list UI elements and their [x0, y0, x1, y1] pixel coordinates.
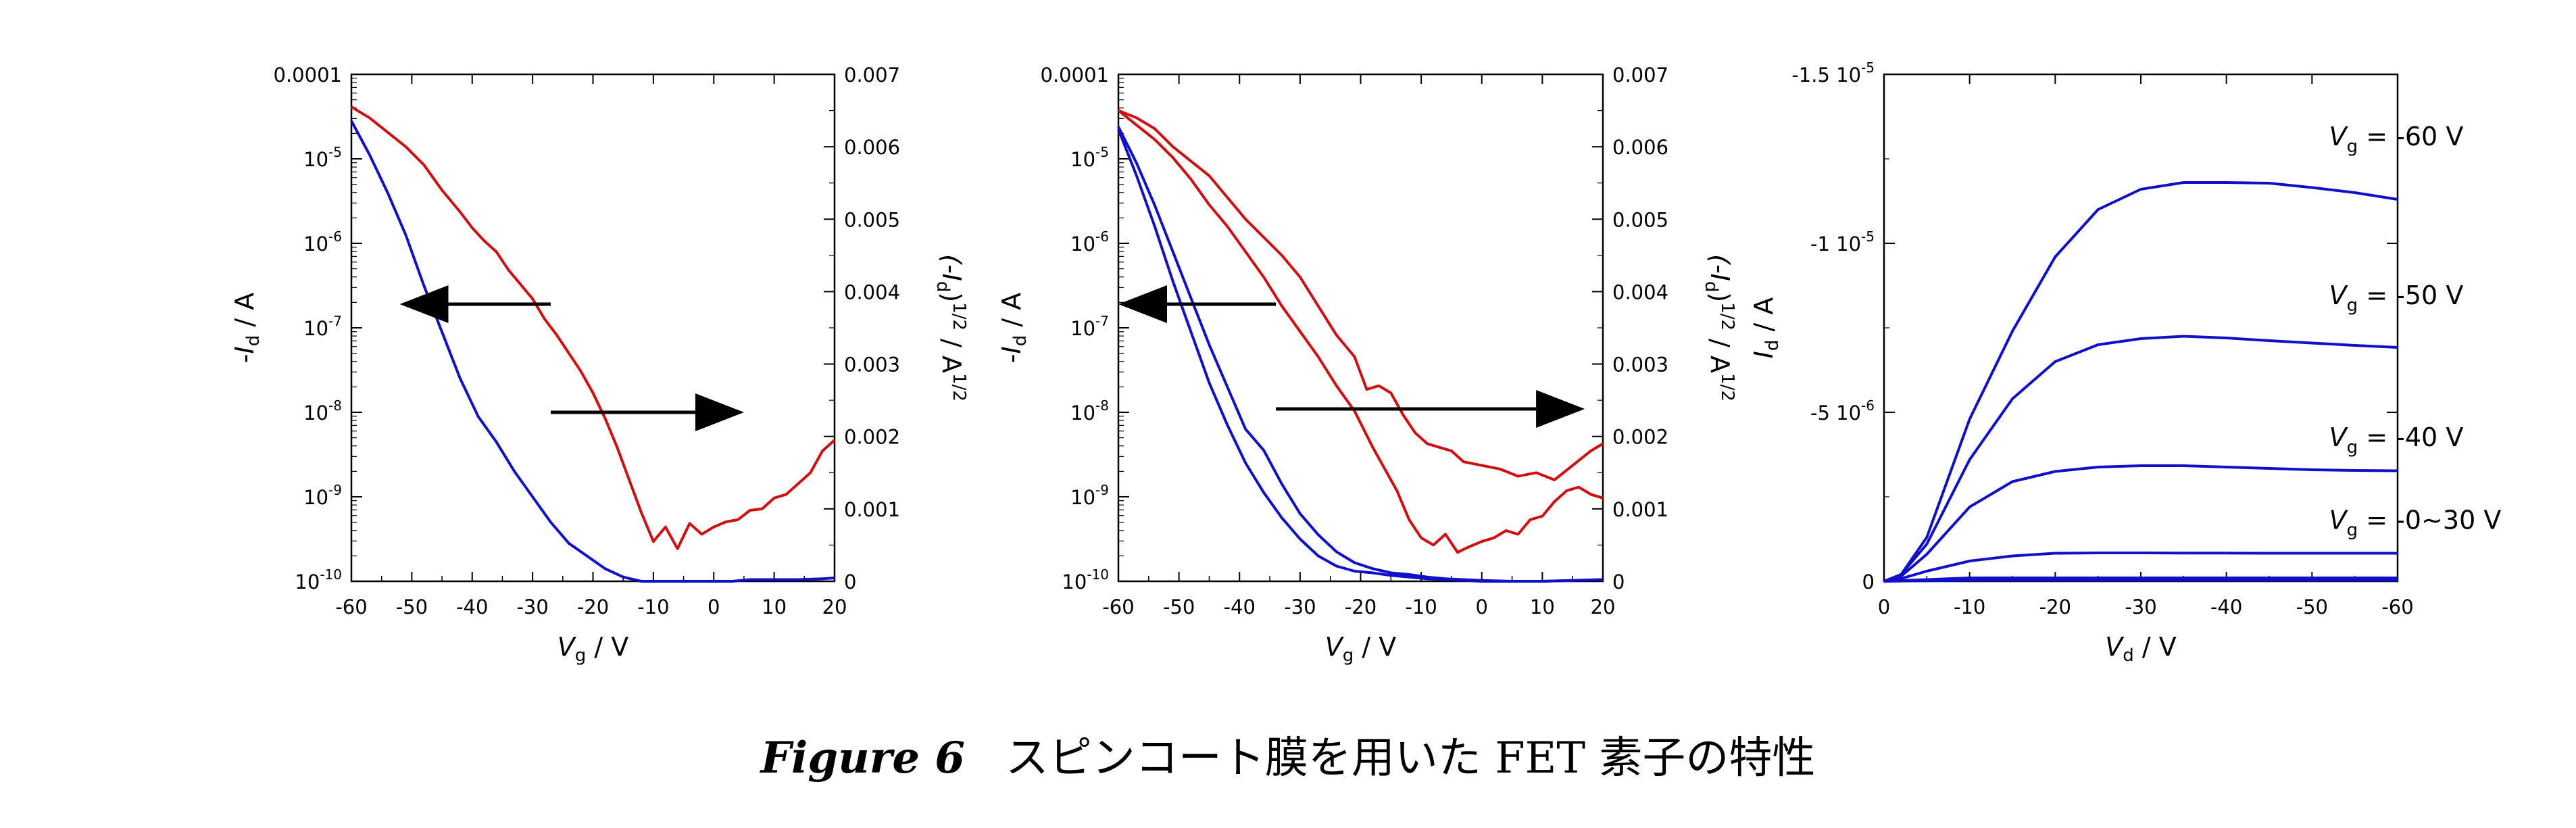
- y-left-tick-label: 10-10: [295, 566, 342, 593]
- y-right-tick-label: 0.003: [1612, 354, 1668, 376]
- y-right-axis-label: (-Id)1/2 / A1/2: [933, 254, 969, 401]
- y-right-tick-label: 0.004: [1612, 281, 1668, 303]
- y-left-tick-label: 10-9: [303, 482, 342, 509]
- series-line-output: [1883, 579, 2398, 583]
- y-right-tick-label: 0.006: [844, 136, 900, 159]
- x-tick-label: -10: [1405, 595, 1437, 618]
- y-left-tick-label: 10-6: [1070, 228, 1109, 255]
- y-left-tick-label: 0.0001: [1041, 64, 1109, 87]
- x-tick-label: -20: [577, 595, 609, 618]
- y-tick-label: -5 10-6: [1810, 397, 1875, 424]
- chart-panel-transfer-1: -60 -50 -40 -30 -20 -10 0 10 20 0.0001 10-5 10-6 10-…: [230, 64, 969, 666]
- plot-frame: [1883, 73, 2399, 583]
- chart-panel-transfer-2: -60 -50 -40 -30 -20 -10 0 10 20 0.0001 10-5 10-6 10-…: [997, 64, 1737, 666]
- y-left-tick-label: 10-6: [303, 228, 342, 255]
- x-axis-label: Vg / V: [1325, 632, 1396, 666]
- y-right-tick-label: 0.001: [1612, 498, 1668, 521]
- x-tick-label: -50: [1163, 595, 1195, 618]
- x-tick-label: -30: [516, 595, 548, 618]
- figure-canvas: -60 -50 -40 -30 -20 -10 0 10 200.000110-510-610-…: [230, 59, 2501, 666]
- x-tick-label: 20: [822, 595, 847, 618]
- arrow-right-head: [1536, 390, 1585, 428]
- series-label: Vg = -50 V: [2329, 281, 2464, 316]
- x-tick-label: -10: [637, 595, 669, 618]
- y-tick-label: -1.5 10-5: [1791, 59, 1875, 87]
- x-tick-label: -10: [1954, 595, 1985, 618]
- y-left-tick-label: 10-7: [1070, 313, 1109, 340]
- x-tick-label: -40: [1224, 595, 1256, 618]
- series-line-sqrt-current: [1118, 109, 1604, 481]
- series-line-output: [1883, 577, 2398, 583]
- y-left-tick-label: 10-9: [1070, 482, 1109, 509]
- series-label: Vg = -0~30 V: [2329, 506, 2502, 541]
- series-line-sqrt-current: [350, 105, 836, 550]
- y-right-tick-label: 0.002: [1612, 426, 1668, 449]
- series-line-log-current: [1117, 128, 1604, 583]
- y-right-axis-label: (-Id)1/2 / A1/2: [1701, 254, 1737, 401]
- x-axis-label: Vd / V: [2105, 632, 2176, 666]
- y-left-tick-label: 10-7: [303, 313, 342, 340]
- x-tick-label: 10: [762, 595, 787, 618]
- x-tick-label: -60: [1102, 595, 1134, 618]
- series-line-sqrt-current: [1117, 109, 1604, 554]
- y-right-tick-label: 0: [1612, 570, 1625, 593]
- y-left-axis-label: -Id / A: [997, 293, 1031, 363]
- arrow-left-head: [1118, 285, 1167, 323]
- series-line-output: [1883, 335, 2398, 583]
- series-line-output: [1883, 552, 2398, 583]
- y-axis-label: Id / A: [1749, 297, 1783, 359]
- y-right-tick-label: 0.001: [844, 498, 900, 521]
- series-line-output: [1883, 464, 2398, 583]
- x-tick-label: 0: [708, 595, 720, 618]
- y-left-tick-label: 10-10: [1062, 566, 1109, 593]
- y-right-tick-label: 0.002: [844, 426, 900, 449]
- y-right-tick-label: 0.003: [844, 354, 900, 376]
- y-right-tick-label: 0.006: [1612, 136, 1668, 159]
- y-right-tick-label: 0.004: [844, 281, 900, 303]
- caption-figure-number: Figure 6: [760, 733, 965, 783]
- y-tick-label: -1 10-5: [1810, 228, 1875, 255]
- arrow-left-head: [399, 285, 449, 323]
- plot-frame: [1117, 73, 1604, 583]
- x-tick-label: -40: [456, 595, 488, 618]
- caption-text: スピンコート膜を用いた FET 素子の特性: [1005, 733, 1816, 783]
- x-tick-label: -40: [2210, 595, 2242, 618]
- y-left-tick-label: 10-5: [303, 144, 342, 171]
- series-label: Vg = -40 V: [2329, 422, 2464, 458]
- series-label: Vg = -60 V: [2329, 122, 2464, 157]
- y-right-tick-label: 0.005: [1612, 208, 1668, 231]
- y-left-tick-label: 0.0001: [274, 64, 342, 87]
- chart-panel-output: 0 -10 -20 -30 -40 -50 -60 -1.5 10-5 -1 10-5 -5 10…: [1749, 59, 2501, 666]
- y-left-tick-label: 10-8: [303, 397, 342, 424]
- x-tick-label: -20: [2039, 595, 2071, 618]
- x-tick-label: -50: [2296, 595, 2328, 618]
- series-line-log-current: [1117, 126, 1604, 583]
- arrow-right-head: [695, 393, 744, 431]
- x-tick-label: -30: [1284, 595, 1316, 618]
- y-right-tick-label: 0: [844, 570, 856, 593]
- x-tick-label: 10: [1530, 595, 1555, 618]
- series-line-log-current: [350, 120, 835, 583]
- x-tick-label: 0: [1476, 595, 1488, 618]
- x-tick-label: 0: [1878, 595, 1890, 618]
- x-tick-label: -30: [2125, 595, 2156, 618]
- x-tick-label: 20: [1591, 595, 1616, 618]
- plot-frame: [350, 73, 836, 583]
- x-axis-label: Vg / V: [558, 632, 628, 666]
- y-right-tick-label: 0.007: [1612, 64, 1668, 87]
- y-left-axis-label: -Id / A: [230, 293, 264, 363]
- x-tick-label: -60: [2381, 595, 2413, 618]
- y-right-tick-label: 0.007: [844, 64, 900, 87]
- figure-caption: Figure 6 スピンコート膜を用いた FET 素子の特性: [0, 723, 2576, 785]
- x-tick-label: -60: [335, 595, 367, 618]
- y-right-tick-label: 0.005: [844, 208, 900, 231]
- series-line-output: [1883, 181, 2398, 583]
- y-tick-label: 0: [1862, 570, 1875, 593]
- x-tick-label: -20: [1345, 595, 1377, 618]
- x-tick-label: -50: [396, 595, 428, 618]
- y-left-tick-label: 10-8: [1070, 397, 1109, 424]
- y-left-tick-label: 10-5: [1070, 144, 1109, 171]
